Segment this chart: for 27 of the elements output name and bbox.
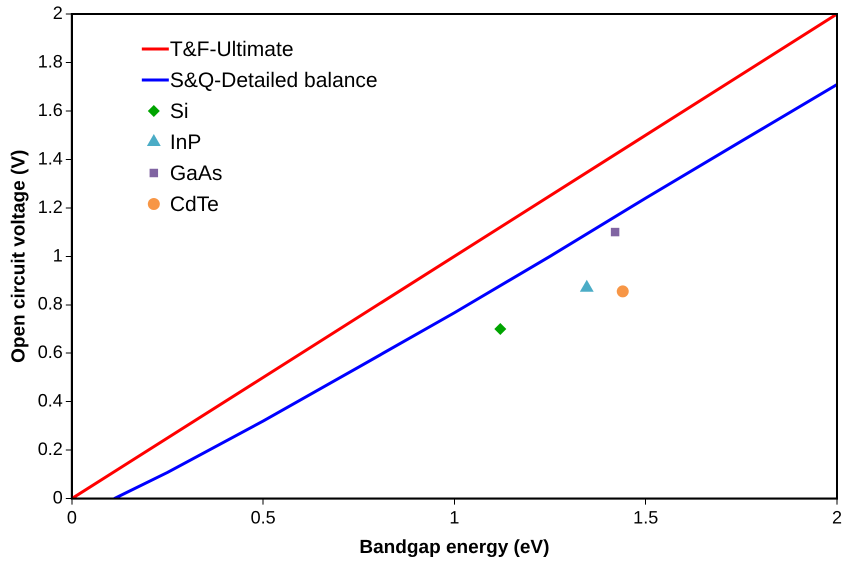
x-axis-title: Bandgap energy (eV) xyxy=(359,536,550,558)
y-axis-title: Open circuit voltage (V) xyxy=(8,150,30,363)
y-tick-label: 0.2 xyxy=(38,439,63,460)
legend-label: InP xyxy=(170,130,202,154)
legend-label: CdTe xyxy=(170,192,219,216)
y-tick-label: 0 xyxy=(52,488,63,508)
legend-label: T&F-Ultimate xyxy=(170,38,294,61)
point xyxy=(616,285,629,298)
x-tick-label: 0 xyxy=(66,507,77,528)
x-tick-label: 1.5 xyxy=(633,507,658,528)
y-tick-label: 1.4 xyxy=(38,148,63,168)
legend-label: Si xyxy=(170,100,189,123)
point xyxy=(494,322,506,335)
x-tick-label: 0.5 xyxy=(250,507,276,528)
y-tick-label: 1.6 xyxy=(38,100,63,120)
y-tick-label: 2 xyxy=(52,2,63,23)
y-tick-label: 0.6 xyxy=(38,342,63,362)
x-tick-label: 2 xyxy=(832,507,842,528)
y-tick-label: 0.4 xyxy=(38,390,63,411)
legend-label: S&Q-Detailed balance xyxy=(170,68,378,92)
y-tick-label: 1.2 xyxy=(38,196,63,217)
point xyxy=(610,228,620,236)
y-tick-label: 1 xyxy=(52,245,63,266)
y-tick-label: 0.8 xyxy=(38,294,63,314)
y-tick-label: 1.8 xyxy=(38,51,63,72)
x-tick-label: 1 xyxy=(449,507,460,528)
legend-label: GaAs xyxy=(170,162,222,185)
